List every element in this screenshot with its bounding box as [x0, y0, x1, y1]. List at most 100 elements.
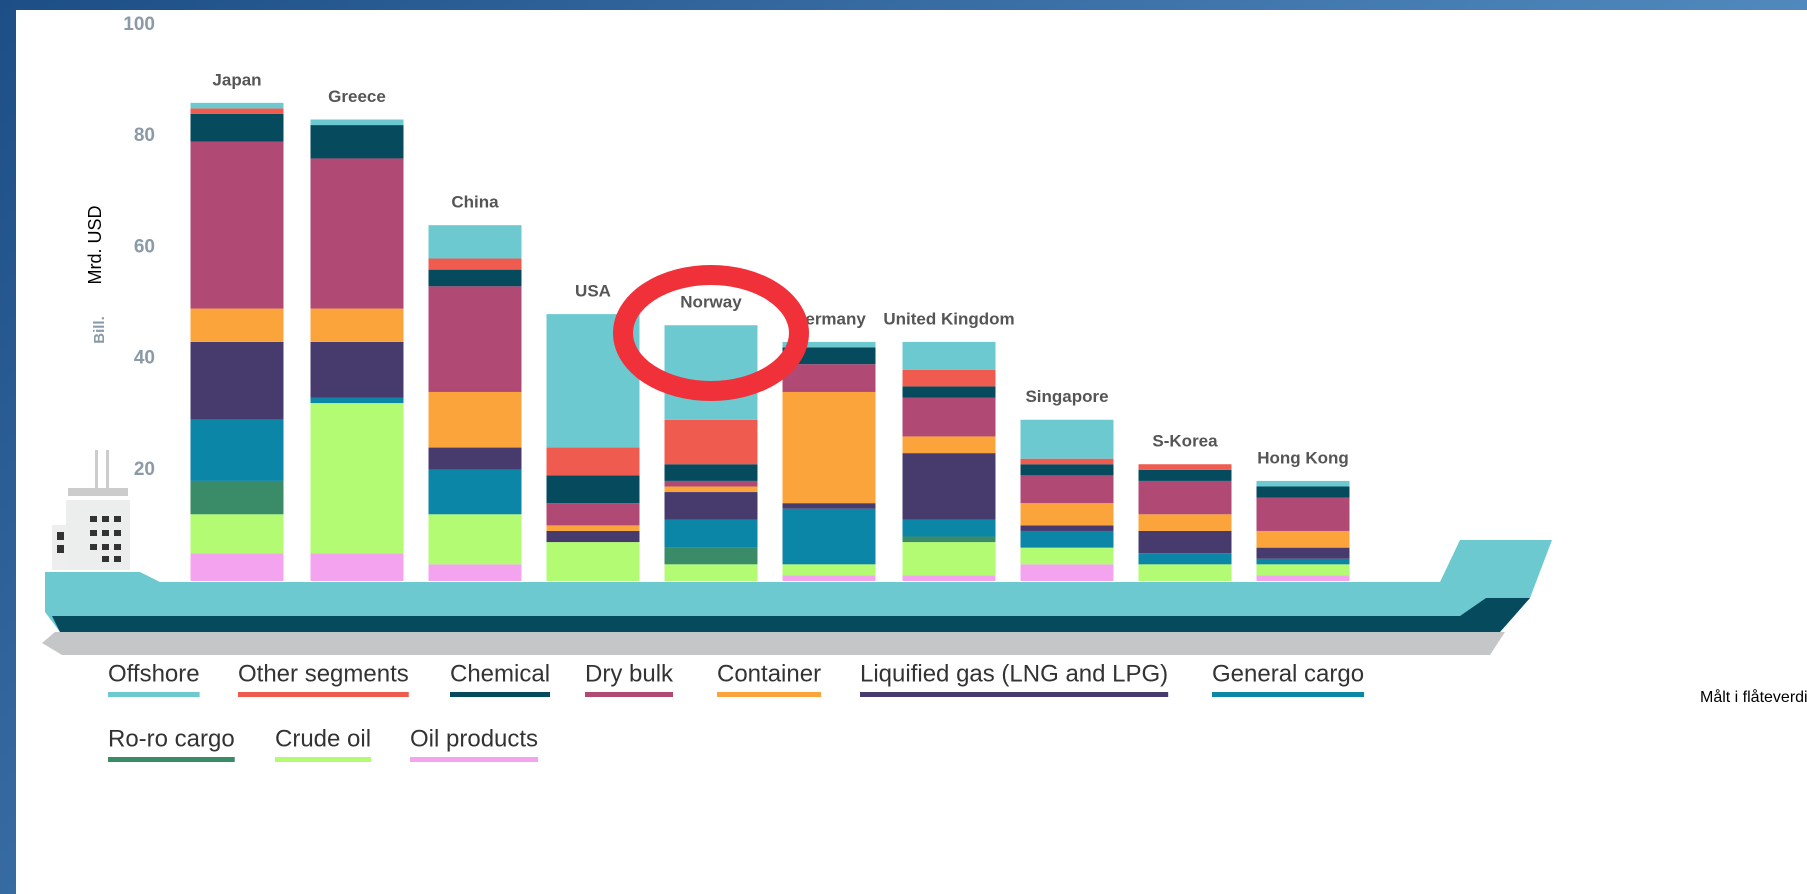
- bar-segment: [1138, 564, 1232, 581]
- bar-segment: [1256, 575, 1350, 581]
- bar-segment: [782, 341, 876, 348]
- category-label: China: [451, 193, 499, 212]
- bar-segment: [428, 258, 522, 270]
- bar-segment: [428, 269, 522, 287]
- bar-segment: [902, 542, 996, 576]
- category-label: Hong Kong: [1257, 448, 1349, 467]
- bar-segment: [1138, 464, 1232, 470]
- bar-segment: [190, 341, 284, 420]
- legend-swatch: [585, 692, 674, 697]
- legend-swatch: [1212, 692, 1365, 697]
- bar-segment: [664, 564, 758, 581]
- bar-segment: [664, 419, 758, 465]
- bar-segment: [1138, 530, 1232, 554]
- highlight-circle: [613, 265, 809, 401]
- legend-label: Crude oil: [275, 725, 371, 752]
- legend-swatch: [410, 757, 539, 762]
- bar-segment: [664, 464, 758, 481]
- bar-segment: [902, 341, 996, 370]
- bar-segment: [310, 158, 404, 309]
- legend-swatch: [108, 692, 200, 697]
- legend-label: Other segments: [238, 660, 409, 687]
- bar-segment: [190, 514, 284, 554]
- bar-segment: [902, 436, 996, 454]
- bar-segment: [782, 347, 876, 365]
- bar-segment: [190, 113, 284, 142]
- bar-segment: [1020, 525, 1114, 531]
- category-label: Germany: [792, 309, 866, 328]
- bar-segment: [1256, 547, 1350, 559]
- bar-segment: [546, 525, 640, 531]
- bar-segment: [902, 369, 996, 387]
- category-label: United Kingdom: [883, 309, 1014, 328]
- legend-swatch: [275, 757, 372, 762]
- bar-segment: [428, 225, 522, 259]
- bar-segment: [902, 386, 996, 398]
- bar-segment: [782, 364, 876, 392]
- bar-segment: [664, 325, 758, 420]
- bar-segment: [782, 564, 876, 576]
- bar-segment: [1020, 458, 1114, 465]
- bar-segment: [1138, 514, 1232, 531]
- bar-segment: [546, 447, 640, 476]
- bar-segment: [190, 553, 284, 581]
- legend-label: Oil products: [410, 725, 538, 752]
- y-tick-label: 80: [134, 125, 155, 146]
- y-tick-label: 40: [134, 348, 155, 369]
- bar-segment: [190, 480, 284, 515]
- category-label: Norway: [680, 293, 742, 312]
- bar-segment: [1138, 469, 1232, 481]
- bar-segment: [190, 108, 284, 114]
- y-tick-label: 100: [123, 14, 155, 35]
- legend-swatch: [717, 692, 822, 697]
- legend-label: Dry bulk: [585, 660, 674, 687]
- bar-segment: [664, 492, 758, 520]
- bar-segment: [428, 564, 522, 581]
- bar-segment: [782, 508, 876, 565]
- legend-swatch: [108, 757, 235, 762]
- bar-segment: [902, 536, 996, 543]
- legend-swatch: [450, 692, 551, 697]
- category-label: Greece: [328, 87, 386, 106]
- bar-segment: [782, 503, 876, 509]
- legend-label: Offshore: [108, 660, 200, 687]
- y-axis-label: Bill.: [91, 316, 108, 344]
- legend-swatch: [860, 692, 1169, 697]
- bar-segment: [902, 519, 996, 537]
- category-label: Singapore: [1025, 387, 1108, 406]
- bar-segment: [664, 486, 758, 493]
- bar-segment: [1020, 475, 1114, 504]
- bar-segment: [546, 530, 640, 543]
- legend-label: Ro-ro cargo: [108, 725, 235, 752]
- bar-segment: [902, 575, 996, 581]
- bar-segment: [546, 503, 640, 526]
- bar-segment: [190, 102, 284, 109]
- bar-segment: [902, 453, 996, 520]
- bar-segment: [1020, 503, 1114, 526]
- bar-segment: [1138, 480, 1232, 515]
- bar-segment: [1256, 558, 1350, 565]
- bar-segment: [310, 553, 404, 581]
- bar-segment: [1256, 486, 1350, 498]
- bar-segment: [1020, 419, 1114, 459]
- bar-segment: [310, 397, 404, 404]
- bar-segment: [428, 391, 522, 448]
- bar-segment: [546, 475, 640, 504]
- bar-segment: [428, 469, 522, 515]
- bar-segment: [428, 514, 522, 565]
- bar-segment: [1256, 497, 1350, 531]
- y-tick-label: 20: [134, 459, 155, 480]
- bar-segment: [310, 308, 404, 342]
- bar-segment: [428, 447, 522, 470]
- bar-segment: [310, 125, 404, 159]
- category-label: S-Korea: [1152, 432, 1218, 451]
- bar-segment: [310, 341, 404, 398]
- bar-segment: [1256, 530, 1350, 548]
- bar-segment: [1138, 553, 1232, 565]
- bar-segment: [664, 547, 758, 565]
- bar-segment: [902, 397, 996, 437]
- bar-segment: [1020, 530, 1114, 548]
- bar-segment: [310, 119, 404, 126]
- bar-segment: [310, 403, 404, 554]
